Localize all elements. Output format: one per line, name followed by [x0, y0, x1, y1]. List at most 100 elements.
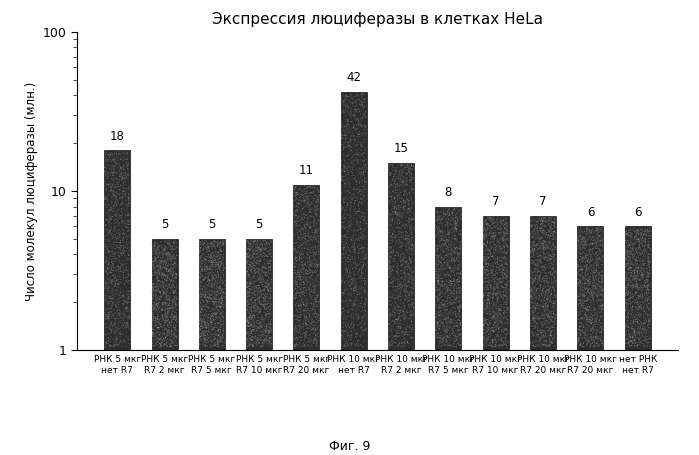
Point	[533, 313, 544, 320]
Point	[532, 327, 543, 334]
Point	[161, 299, 173, 307]
Point	[480, 240, 491, 247]
Point	[493, 276, 504, 283]
Point	[588, 305, 599, 312]
Point	[527, 339, 538, 346]
Point	[549, 316, 560, 323]
Point	[110, 338, 121, 345]
Point	[404, 256, 415, 263]
Point	[101, 212, 113, 219]
Point	[488, 245, 499, 253]
Point	[498, 288, 509, 295]
Point	[451, 225, 462, 233]
Point	[163, 268, 174, 275]
Point	[353, 151, 364, 158]
Point	[255, 343, 266, 350]
Point	[399, 222, 410, 229]
Point	[154, 263, 165, 270]
Point	[120, 255, 131, 263]
Point	[152, 321, 163, 329]
Point	[407, 234, 418, 242]
Point	[261, 313, 272, 321]
Point	[163, 292, 174, 299]
Point	[442, 211, 453, 218]
Point	[295, 240, 306, 248]
Point	[539, 256, 550, 263]
Point	[241, 268, 252, 275]
Point	[346, 159, 357, 167]
Point	[478, 226, 489, 233]
Point	[501, 273, 512, 280]
Point	[110, 320, 121, 327]
Point	[154, 262, 166, 269]
Point	[541, 295, 552, 302]
Point	[535, 314, 547, 322]
Point	[406, 272, 417, 279]
Point	[488, 299, 499, 307]
Point	[433, 273, 444, 280]
Point	[347, 111, 359, 118]
Point	[631, 296, 642, 303]
Point	[440, 221, 452, 228]
Point	[404, 290, 415, 298]
Point	[217, 253, 229, 260]
Point	[591, 230, 602, 237]
Point	[591, 224, 602, 232]
Point	[159, 258, 170, 265]
Point	[168, 253, 179, 260]
Point	[440, 316, 451, 324]
Point	[245, 255, 257, 263]
Point	[301, 328, 312, 335]
Point	[258, 303, 269, 310]
Point	[206, 281, 217, 288]
Point	[101, 256, 112, 263]
Point	[597, 286, 608, 293]
Point	[254, 328, 266, 335]
Point	[162, 331, 173, 339]
Point	[247, 310, 259, 318]
Point	[296, 190, 308, 197]
Point	[623, 266, 634, 273]
Point	[148, 261, 159, 268]
Point	[405, 243, 417, 250]
Point	[110, 211, 121, 218]
Point	[200, 267, 211, 274]
Point	[445, 308, 456, 316]
Point	[200, 258, 211, 265]
Point	[356, 314, 368, 321]
Point	[633, 308, 644, 316]
Point	[251, 341, 262, 348]
Point	[147, 331, 159, 338]
Point	[152, 279, 164, 287]
Point	[539, 313, 550, 320]
Point	[622, 243, 633, 250]
Point	[531, 320, 542, 327]
Point	[578, 242, 589, 249]
Point	[122, 221, 133, 228]
Point	[639, 308, 650, 315]
Point	[203, 326, 214, 333]
Point	[241, 297, 252, 304]
Point	[245, 291, 256, 298]
Point	[307, 311, 318, 318]
Point	[298, 239, 310, 247]
Point	[245, 262, 257, 269]
Point	[356, 143, 367, 150]
Point	[197, 331, 208, 338]
Point	[108, 234, 120, 242]
Point	[305, 192, 317, 200]
Point	[295, 191, 306, 198]
Point	[257, 329, 268, 336]
Point	[101, 330, 113, 338]
Point	[115, 319, 126, 326]
Point	[171, 270, 182, 278]
Point	[165, 312, 176, 319]
Point	[481, 233, 492, 240]
Point	[259, 335, 271, 342]
Point	[251, 328, 262, 335]
Point	[261, 252, 272, 259]
Point	[200, 336, 211, 344]
Point	[402, 339, 413, 347]
Point	[501, 344, 512, 351]
Point	[152, 324, 164, 331]
